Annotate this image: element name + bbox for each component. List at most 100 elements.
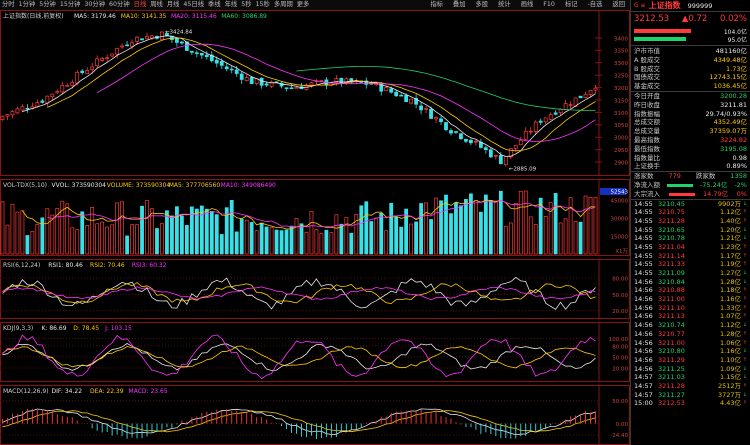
volume-bar	[518, 190, 523, 255]
period-tab[interactable]: 周线	[150, 1, 163, 8]
tool-button[interactable]: 统计	[498, 1, 511, 8]
candle	[483, 147, 488, 151]
y-tick-label: 2900	[614, 160, 628, 166]
volume-bar	[160, 223, 164, 255]
tick-time: 14:55	[634, 234, 653, 243]
tick-direction: ↑	[742, 304, 747, 311]
period-tab[interactable]: 多周期	[273, 1, 293, 8]
tick-time: 14:55	[634, 251, 653, 260]
tick-direction: ↑	[742, 339, 747, 346]
tick-direction: ↑	[742, 356, 747, 363]
macd-legend: DIF: 34.22	[52, 388, 83, 395]
tick-row: 14:55 3210.75 1.12亿 ↑	[631, 208, 750, 217]
y-tick-label: 30000	[611, 216, 629, 222]
volume-bar	[65, 203, 70, 255]
rsi-legend: RSI3: 60.32	[132, 262, 167, 269]
candle	[464, 138, 468, 142]
period-tab[interactable]: 30分钟	[84, 1, 106, 8]
tick-row: 14:57 3211.28 2512万 ↑	[631, 382, 750, 391]
volume-bar	[389, 202, 394, 255]
volume-bar	[538, 197, 543, 255]
candle	[284, 87, 289, 89]
candle	[115, 47, 120, 55]
period-tab[interactable]: 5分钟	[39, 1, 56, 8]
ma-legend: MA10: 3141.35	[121, 13, 167, 20]
stat-label: 最高指数	[634, 135, 660, 144]
candle	[10, 111, 15, 116]
volume-bar	[155, 228, 159, 255]
tick-volume: 1.33亿	[720, 303, 741, 312]
tick-direction: ↓	[742, 200, 747, 207]
tool-button[interactable]: -自选	[587, 1, 603, 8]
candle	[364, 80, 369, 85]
period-tab[interactable]: 1分钟	[18, 1, 36, 8]
volume-bar	[249, 222, 254, 255]
ma20-line	[96, 43, 596, 142]
index-name: 上证指数	[648, 1, 681, 10]
tool-button[interactable]: 标记	[564, 1, 578, 8]
volume-bar	[553, 193, 558, 255]
chart-area[interactable]: 3400 3350 3300 3250 3200 3150 3100 3050 3000 2950…	[0, 10, 630, 445]
tick-row: 14:56 3211.10 1.33亿 ↑	[631, 304, 750, 313]
period-tab[interactable]: 5秒	[241, 1, 252, 8]
volume-bar	[344, 217, 349, 255]
volume-bar	[329, 232, 334, 255]
candle	[100, 57, 105, 61]
tool-button[interactable]: 画线	[520, 1, 534, 8]
period-tab[interactable]: 日线	[133, 1, 147, 8]
y-tick-label: 50.00	[612, 355, 628, 361]
tick-time: 14:57	[634, 390, 653, 399]
volume-bar	[165, 210, 169, 255]
period-tab[interactable]: 月线	[166, 1, 180, 8]
stat-label: A 股成交	[634, 55, 661, 64]
tool-button[interactable]: 返回	[612, 1, 625, 8]
tick-price: 3211.28	[658, 216, 685, 225]
tick-row: 14:57 3211.27 3727万 ↓	[631, 391, 750, 400]
candle	[379, 83, 384, 92]
period-tab[interactable]: 分时	[2, 1, 15, 8]
candle	[533, 121, 538, 132]
tick-time: 14:55	[634, 216, 653, 225]
quote-prefix: G ≡	[634, 2, 646, 9]
period-tab[interactable]: 15分钟	[59, 1, 81, 8]
volume-bar	[339, 223, 344, 255]
y-tick-label: 3100	[614, 111, 628, 117]
tick-list[interactable]: 14:55 3210.45 9902万 ↓ 14:55 3210.75 1.12亿 ↑ 14:5…	[631, 198, 750, 409]
volume-bar	[145, 200, 149, 255]
candle	[130, 42, 134, 47]
candle	[444, 122, 448, 131]
period-tab[interactable]: 季线	[208, 1, 221, 8]
period-tab[interactable]: 60分钟	[109, 1, 130, 8]
ma5-line	[22, 35, 596, 157]
tick-volume: 1.10亿	[720, 355, 741, 364]
volume-bar	[578, 221, 583, 255]
candle	[384, 87, 389, 92]
candle	[289, 87, 294, 90]
period-tab[interactable]: 15秒	[255, 1, 270, 8]
price-change: ▲0.72	[681, 13, 708, 24]
tick-time: 14:56	[634, 295, 653, 304]
volume-bar	[60, 200, 65, 255]
period-tab[interactable]: 45日线	[183, 1, 205, 8]
tick-price: 3211.10	[658, 303, 685, 312]
tick-direction: ↑	[742, 400, 747, 407]
tool-button[interactable]: F10	[543, 1, 555, 8]
tick-time: 14:56	[634, 312, 653, 321]
period-tab[interactable]: 年线	[224, 1, 238, 8]
volume-bar	[399, 226, 404, 255]
tool-button[interactable]: 多股	[475, 1, 489, 8]
period-tab[interactable]: 更多	[296, 1, 310, 8]
tool-button[interactable]: 指标	[430, 1, 443, 8]
buy-amount: 104.0亿	[723, 29, 747, 36]
main-panel-frame	[0, 10, 630, 176]
tool-button[interactable]: 叠加	[452, 1, 466, 8]
advance-decline-row: 涨家数 779 跌家数 1358	[631, 171, 750, 181]
candle	[85, 70, 90, 74]
candle	[209, 54, 214, 62]
stat-row: 国债成交 12743.15亿	[631, 73, 750, 82]
tick-time: 14:55	[634, 242, 653, 251]
tick-time: 14:56	[634, 321, 653, 330]
candle	[414, 98, 419, 105]
candle	[563, 103, 568, 111]
volume-bar	[90, 206, 95, 255]
